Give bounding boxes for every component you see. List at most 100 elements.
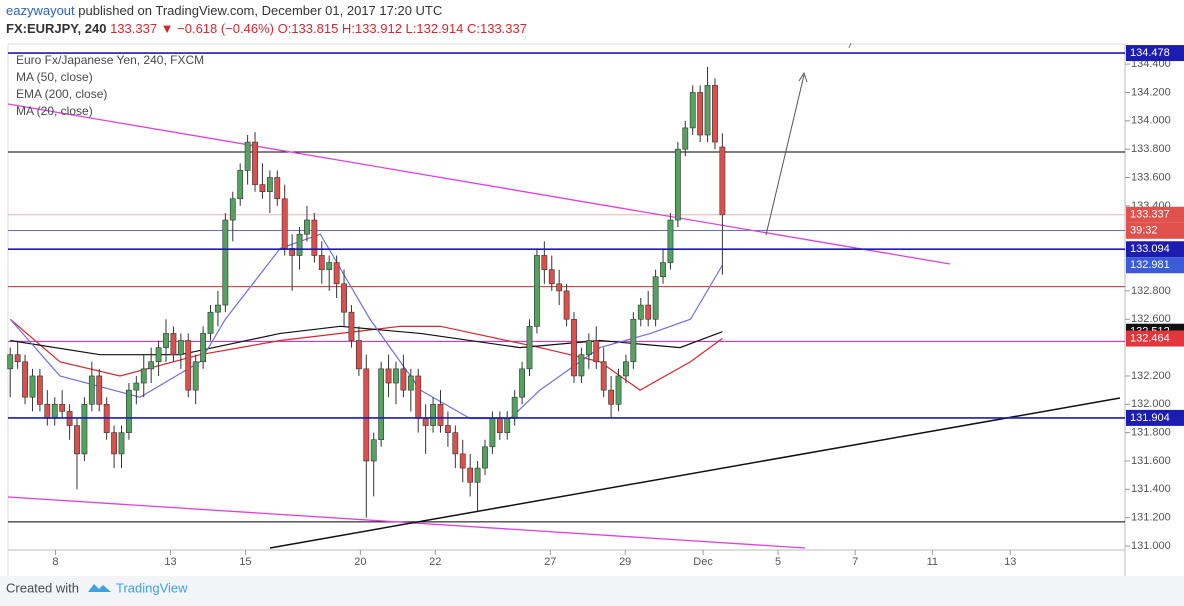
candle-body [289, 248, 296, 256]
candle-body [348, 311, 355, 341]
arrow-tail [848, 42, 852, 49]
candle-body [415, 375, 422, 419]
candle-body [519, 368, 525, 398]
y-tick-label: 131.400 [1131, 483, 1171, 495]
candle-body [370, 439, 377, 462]
header-line: eazywayout published on TradingView.com,… [6, 3, 442, 18]
indicator-line [9, 233, 723, 420]
candle-body [452, 432, 459, 455]
x-tick-label: 5 [775, 556, 781, 568]
trendline [7, 496, 806, 549]
candle-body [385, 368, 392, 384]
candle-body [148, 361, 155, 370]
y-tick-label: 134.200 [1131, 86, 1171, 98]
x-tick-label: 13 [164, 556, 176, 568]
candle-body [59, 403, 66, 412]
y-tick-label: 134.000 [1131, 115, 1171, 127]
published: published on TradingView.com, December 0… [78, 3, 442, 18]
footer-brand[interactable]: TradingView [116, 580, 188, 595]
candle-body [652, 276, 659, 320]
candle-body [96, 375, 103, 405]
candle-body [304, 219, 310, 235]
candle-body [437, 403, 444, 426]
price-label: 131.904 [1130, 412, 1170, 424]
candle-body [430, 403, 436, 426]
candle-body [333, 262, 340, 285]
arrow-head [798, 71, 808, 83]
candle-body [281, 198, 288, 249]
x-tick-label: 11 [927, 556, 938, 568]
subtitle: Euro Fx/Japanese Yen, 240, FXCM [16, 53, 204, 67]
candle-body [660, 262, 666, 278]
price-label-bg [1126, 257, 1184, 274]
candle-body [341, 283, 347, 313]
y-tick-label: 131.000 [1131, 540, 1171, 552]
candle-body [674, 148, 681, 221]
candle-body [378, 368, 385, 441]
candle-body [192, 361, 199, 391]
candle-body [697, 92, 704, 136]
y-tick-label: 132.800 [1131, 285, 1171, 297]
candle-body [200, 333, 206, 363]
candle-body [608, 389, 615, 405]
quote: 133.337 ▼ −0.618 (−0.46%) O:133.815 H:13… [110, 21, 527, 36]
candle-body [37, 375, 43, 405]
candle-body [355, 340, 362, 370]
x-tick-label: 8 [52, 556, 58, 568]
y-tick-label: 131.200 [1131, 512, 1171, 524]
candle-body [630, 318, 637, 363]
candle-body [244, 141, 251, 171]
y-tick-label: 131.600 [1131, 455, 1171, 467]
price-label: 133.337 [1130, 209, 1170, 221]
logo [88, 584, 111, 592]
price-label-bg [1126, 45, 1184, 62]
candle-body [237, 170, 244, 200]
candle-body [541, 255, 548, 270]
y-tick-label: 132.200 [1131, 370, 1171, 382]
candle-body [489, 418, 496, 448]
candle-body [326, 262, 333, 270]
candle-body [318, 255, 325, 270]
candle-body [155, 347, 162, 363]
legend-entry: EMA (200, close) [16, 87, 107, 101]
candle-body [185, 340, 192, 391]
price-label-bg [1126, 330, 1184, 347]
candle-body [548, 269, 555, 285]
candle-body [259, 184, 266, 192]
y-tick-label: 133.600 [1131, 171, 1171, 183]
candle-body [393, 368, 399, 384]
candle-body [274, 177, 281, 200]
candle-body [459, 453, 466, 469]
x-tick-label: 15 [239, 556, 251, 568]
candle-body [215, 304, 221, 313]
candle-body [534, 255, 540, 327]
candle-body [29, 375, 36, 398]
symbol-line: FX:EURJPY, 240 133.337 ▼ −0.618 (−0.46%)… [6, 21, 527, 36]
candle-body [600, 361, 607, 391]
candle-body [496, 418, 503, 433]
trendline [7, 103, 951, 265]
candle-body [556, 283, 563, 292]
publisher[interactable]: eazywayout [6, 3, 75, 18]
footer-text: Created with [6, 580, 79, 595]
candle-body [7, 354, 14, 370]
countdown: 39:32 [1130, 225, 1158, 237]
candle-body [207, 311, 214, 334]
candle-body [637, 304, 644, 320]
price-label-bg [1126, 241, 1184, 258]
legend-entry: MA (50, close) [16, 70, 93, 84]
candle-body [667, 219, 674, 263]
candle-body [689, 92, 696, 129]
candle-body [266, 177, 273, 192]
candle-body [81, 403, 88, 455]
candle-body [511, 396, 518, 419]
candle-body [623, 361, 629, 377]
x-tick-label: 27 [544, 556, 556, 568]
candle-body [252, 141, 258, 185]
indicator-line [9, 318, 723, 391]
candle-body [445, 425, 451, 433]
candle-body [133, 382, 140, 391]
candle-body [140, 368, 147, 384]
candle-body [504, 418, 511, 433]
candle-body [526, 326, 533, 370]
